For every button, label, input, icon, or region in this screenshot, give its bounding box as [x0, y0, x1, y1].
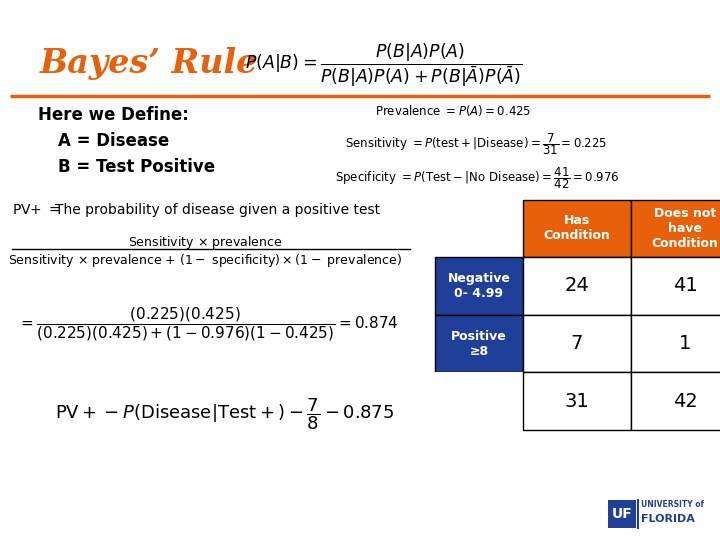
Bar: [631, 257, 720, 315]
Text: $= \dfrac{(0.225)(0.425)}{(0.225)(0.425)+(1-0.976)(1-0.425)} = 0.874$: $= \dfrac{(0.225)(0.425)}{(0.225)(0.425)…: [18, 305, 399, 342]
Text: UNIVERSITY of: UNIVERSITY of: [641, 500, 704, 509]
Bar: [608, 500, 636, 528]
Bar: [435, 315, 523, 372]
Text: 31: 31: [564, 392, 590, 410]
Text: B = Test Positive: B = Test Positive: [58, 158, 215, 176]
Text: Sensitivity $\times$ prevalence: Sensitivity $\times$ prevalence: [127, 234, 282, 251]
Text: 1: 1: [679, 334, 691, 353]
Text: UF: UF: [611, 507, 632, 521]
Text: PV+ $=$: PV+ $=$: [12, 202, 60, 217]
Text: Negative
0- 4.99: Negative 0- 4.99: [448, 272, 510, 300]
Bar: [631, 200, 720, 257]
Text: FLORIDA: FLORIDA: [641, 514, 695, 524]
Bar: [523, 257, 631, 315]
Text: The probability of disease given a positive test: The probability of disease given a posit…: [55, 202, 380, 217]
Bar: [523, 200, 631, 257]
Text: 41: 41: [672, 276, 698, 295]
Text: Prevalence $= P(A) = 0.425$: Prevalence $= P(A) = 0.425$: [375, 103, 531, 118]
Text: 56: 56: [673, 11, 695, 26]
Text: 42: 42: [672, 392, 698, 410]
Text: Here we Define:: Here we Define:: [38, 106, 189, 124]
Text: $\mathrm{PV+} - P(\mathrm{Disease}|\mathrm{Test}+) - \dfrac{7}{8} - 0.875$: $\mathrm{PV+} - P(\mathrm{Disease}|\math…: [55, 396, 394, 432]
Text: 24: 24: [564, 276, 590, 295]
Text: Positive
≥8: Positive ≥8: [451, 329, 507, 357]
Bar: [435, 257, 523, 315]
Text: Specificity $= P(\mathrm{Test}-|\mathrm{No\ Disease}) = \dfrac{41}{42} = 0.976$: Specificity $= P(\mathrm{Test}-|\mathrm{…: [335, 165, 620, 191]
Bar: [435, 372, 523, 430]
Bar: [523, 372, 631, 430]
Bar: [523, 315, 631, 372]
Text: $P(A|B) = \dfrac{P(B|A)P(A)}{P(B|A)P(A)+P(B|\bar{A})P(\bar{A})}$: $P(A|B) = \dfrac{P(B|A)P(A)}{P(B|A)P(A)+…: [245, 41, 523, 89]
Bar: [631, 372, 720, 430]
Text: A = Disease: A = Disease: [58, 132, 169, 150]
Text: Sensitivity $= P(\mathrm{test}+|\mathrm{Disease}) = \dfrac{7}{31} = 0.225$: Sensitivity $= P(\mathrm{test}+|\mathrm{…: [345, 131, 607, 157]
Bar: [631, 315, 720, 372]
Text: 7: 7: [571, 334, 583, 353]
Text: Has
Condition: Has Condition: [544, 214, 611, 242]
Text: Sensitivity $\times$ prevalence $+$ $(1 -$ specificity$) \times (1 -$ prevalence: Sensitivity $\times$ prevalence $+$ $(1 …: [8, 252, 402, 269]
Text: Does not
have
Condition: Does not have Condition: [652, 207, 719, 250]
Text: Bayes’ Rule: Bayes’ Rule: [40, 47, 258, 80]
